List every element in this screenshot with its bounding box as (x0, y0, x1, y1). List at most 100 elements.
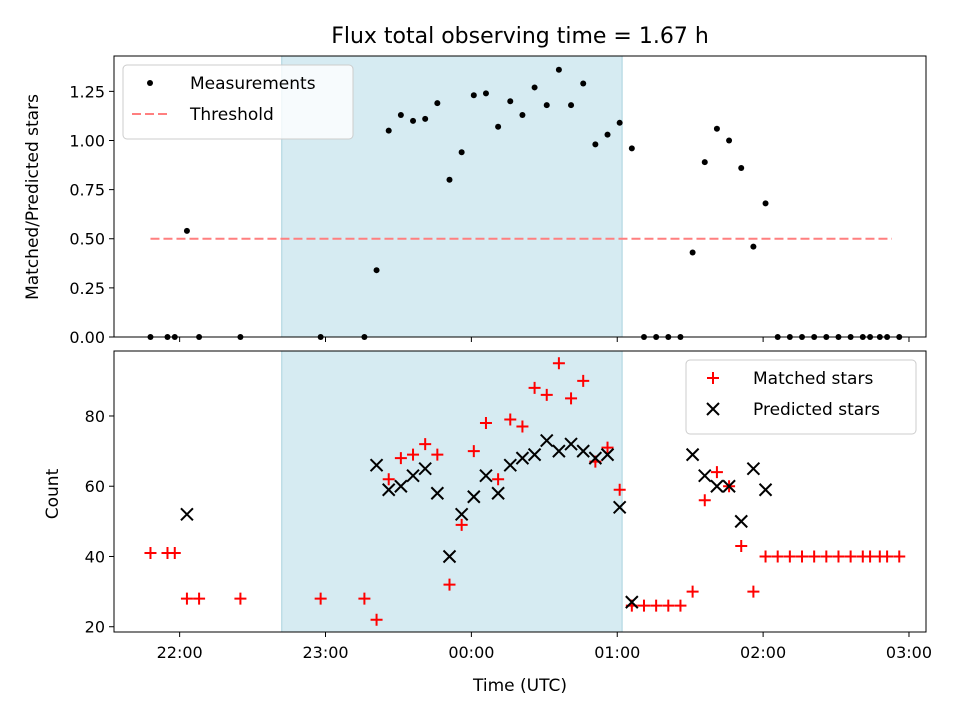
data-point (698, 468, 712, 483)
data-point (385, 127, 392, 134)
data-point (555, 66, 562, 73)
data-point (662, 599, 675, 612)
data-point (430, 486, 445, 500)
data-point (713, 125, 720, 132)
data-point (750, 243, 757, 250)
data-point (382, 473, 395, 486)
data-point (358, 592, 371, 605)
data-point (418, 461, 432, 476)
data-point (168, 546, 181, 559)
data-point (446, 176, 453, 183)
data-point (604, 131, 611, 138)
legend-box (685, 359, 917, 435)
x-tick-label: 23:00 (302, 643, 348, 662)
data-point (373, 267, 380, 274)
data-point (410, 117, 417, 124)
data-point (628, 145, 635, 152)
data-point (495, 123, 502, 130)
data-point (492, 473, 505, 486)
data-point (758, 483, 773, 497)
data-point (552, 444, 566, 458)
data-point (515, 451, 530, 465)
data-point (531, 84, 538, 91)
data-point (180, 592, 193, 605)
legend: Measurements Threshold (122, 64, 354, 140)
axes-frame (113, 55, 927, 338)
data-point (710, 466, 723, 479)
axes-frame (113, 350, 927, 633)
legend-marker-plus (707, 372, 719, 384)
data-point (637, 599, 650, 612)
data-point (588, 451, 603, 465)
data-point (701, 159, 708, 166)
legend-label: Threshold (189, 105, 274, 125)
y-tick-label: 80 (85, 407, 105, 426)
data-point (527, 447, 542, 462)
data-point (734, 514, 748, 529)
data-point (516, 420, 529, 433)
y-tick-label: 0.75 (69, 181, 105, 200)
data-point (580, 80, 587, 87)
legend-marker-x (706, 402, 720, 416)
data-point (528, 381, 541, 394)
data-point (747, 585, 760, 598)
data-point (458, 149, 465, 156)
y-tick-label: 20 (85, 618, 105, 637)
data-point (576, 444, 590, 458)
data-point (612, 500, 627, 515)
data-point (422, 115, 429, 122)
legend-box (122, 64, 354, 140)
x-tick-label: 03:00 (886, 643, 932, 662)
data-point (746, 461, 761, 476)
data-point (491, 486, 505, 500)
data-point (722, 479, 736, 493)
data-point (442, 549, 457, 564)
data-point (314, 592, 327, 605)
data-point (406, 468, 420, 483)
data-point (543, 102, 550, 109)
legend-label: Matched stars (753, 369, 873, 389)
legend-marker-dot (147, 80, 153, 86)
data-point (783, 550, 796, 563)
data-point (370, 613, 383, 626)
data-point (762, 200, 769, 207)
data-point (482, 90, 489, 97)
data-point (540, 433, 554, 448)
legend: Matched stars Predicted stars (685, 359, 917, 435)
data-point (467, 445, 480, 458)
data-point (443, 578, 456, 591)
top-panel: 0.00 0.25 0.50 0.75 1.00 1.25 Measurements Thre… (69, 55, 927, 347)
data-point (434, 100, 441, 107)
data-point (726, 137, 733, 144)
top-y-axis-label: Matched/Predicted stars (23, 94, 43, 300)
data-point (881, 550, 894, 563)
data-point (382, 483, 396, 497)
x-tick-label: 01:00 (594, 643, 640, 662)
data-point (674, 599, 687, 612)
series-0 (147, 66, 903, 340)
series-1 (180, 433, 773, 609)
data-point (479, 417, 492, 430)
data-point (234, 592, 247, 605)
x-tick-label: 02:00 (740, 643, 786, 662)
data-point (710, 479, 724, 493)
data-point (369, 458, 384, 472)
data-point (600, 447, 615, 462)
y-tick-label: 0.25 (69, 279, 105, 298)
data-point (738, 165, 745, 172)
legend-label: Predicted stars (753, 400, 880, 420)
data-point (183, 227, 190, 234)
data-point (893, 550, 906, 563)
y-tick-label: 0.00 (69, 328, 105, 347)
y-tick-label: 40 (85, 547, 105, 566)
data-point (564, 437, 578, 451)
data-point (193, 592, 206, 605)
x-tick-label: 00:00 (448, 643, 494, 662)
data-point (419, 438, 432, 451)
data-point (686, 585, 699, 598)
data-point (568, 102, 575, 109)
data-point (625, 595, 639, 609)
y-tick-label: 1.25 (69, 82, 105, 101)
y-tick-label: 0.50 (69, 230, 105, 249)
